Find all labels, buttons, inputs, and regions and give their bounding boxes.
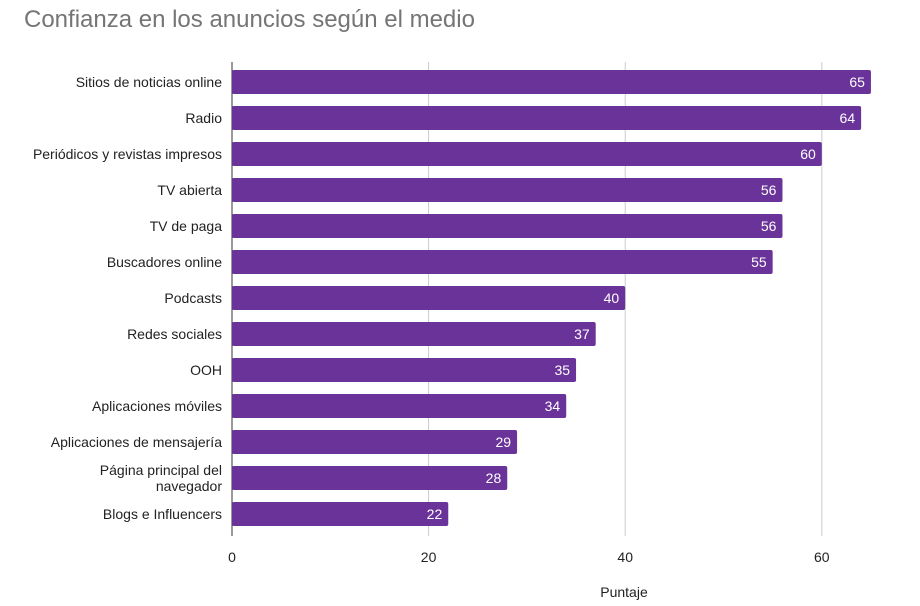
x-tick-labels: 0 20 40 60 xyxy=(228,549,830,565)
category-label: Blogs e Influencers xyxy=(103,506,222,522)
value-label: 60 xyxy=(800,146,816,162)
category-label: OOH xyxy=(190,362,222,378)
value-label: 56 xyxy=(761,182,777,198)
category-label: Sitios de noticias online xyxy=(76,74,223,90)
x-tick-label: 40 xyxy=(617,549,633,565)
bar xyxy=(232,250,773,274)
category-label: TV de paga xyxy=(150,218,223,234)
bar xyxy=(232,214,783,238)
category-label: Redes sociales xyxy=(127,326,222,342)
bar xyxy=(232,178,783,202)
value-label: 22 xyxy=(427,506,443,522)
category-label: Podcasts xyxy=(164,290,222,306)
value-label: 55 xyxy=(751,254,767,270)
value-label: 34 xyxy=(545,398,561,414)
value-label: 65 xyxy=(849,74,865,90)
x-tick-label: 20 xyxy=(421,549,437,565)
category-label: Aplicaciones móviles xyxy=(92,398,222,414)
category-label: Periódicos y revistas impresos xyxy=(33,146,222,162)
bar xyxy=(232,70,871,94)
x-axis-title: Puntaje xyxy=(600,584,648,600)
value-label: 64 xyxy=(840,110,856,126)
bar xyxy=(232,466,508,490)
bar xyxy=(232,142,822,166)
value-label: 29 xyxy=(495,434,511,450)
category-labels: Sitios de noticias online Radio Periódicos… xyxy=(33,74,222,522)
bar xyxy=(232,106,862,130)
bar xyxy=(232,394,567,418)
bar xyxy=(232,430,518,454)
bar xyxy=(232,358,577,382)
category-label: Aplicaciones de mensajería xyxy=(51,434,222,450)
value-label: 35 xyxy=(554,362,570,378)
category-label: Radio xyxy=(185,110,222,126)
bar xyxy=(232,502,449,526)
value-label: 40 xyxy=(604,290,620,306)
bar xyxy=(232,322,596,346)
value-label: 37 xyxy=(574,326,590,342)
bar xyxy=(232,286,626,310)
x-tick-label: 60 xyxy=(814,549,830,565)
x-tick-label: 0 xyxy=(228,549,236,565)
category-label: TV abierta xyxy=(157,182,222,198)
category-label: Página principal del navegador xyxy=(100,462,223,494)
category-label: Buscadores online xyxy=(107,254,222,270)
value-label: 56 xyxy=(761,218,777,234)
value-label: 28 xyxy=(486,470,502,486)
chart-title: Confianza en los anuncios según el medio xyxy=(24,6,475,33)
bars: 65 64 60 56 56 55 40 37 35 34 29 28 22 xyxy=(232,70,871,526)
